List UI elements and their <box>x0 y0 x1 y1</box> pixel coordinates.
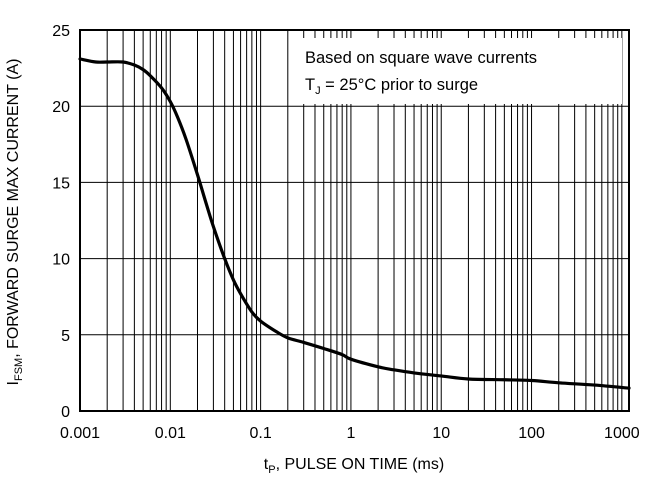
x-tick-label: 0.01 <box>155 425 186 442</box>
y-tick-label: 25 <box>52 23 70 40</box>
grid <box>80 30 629 411</box>
x-tick-label: 1 <box>346 425 355 442</box>
annotation-box: Based on square wave currents TJ = 25°C … <box>292 38 622 104</box>
y-tick-label: 20 <box>52 99 70 116</box>
tick-labels: 0.001 0.01 0.1 1 10 100 1000 0 5 10 15 20 25 <box>52 23 640 442</box>
y-tick-label: 5 <box>61 328 70 345</box>
x-tick-label: 10 <box>432 425 450 442</box>
y-axis-label: IFSM, FORWARD SURGE MAX CURRENT (A) <box>5 59 25 386</box>
annotation-background <box>292 38 622 104</box>
y-tick-label: 0 <box>61 404 70 421</box>
y-tick-label: 15 <box>52 175 70 192</box>
annotation-line-2: TJ = 25°C prior to surge <box>305 76 478 97</box>
x-tick-label: 1000 <box>604 425 640 442</box>
x-axis-label: tP, PULSE ON TIME (ms) <box>264 456 444 476</box>
x-tick-label: 0.1 <box>249 425 271 442</box>
annotation-line-1: Based on square wave currents <box>305 49 537 67</box>
plot-frame <box>79 29 630 412</box>
surge-current-curve <box>78 57 631 390</box>
x-tick-label: 0.001 <box>60 425 100 442</box>
y-tick-label: 10 <box>52 252 70 269</box>
x-tick-label: 100 <box>518 425 545 442</box>
